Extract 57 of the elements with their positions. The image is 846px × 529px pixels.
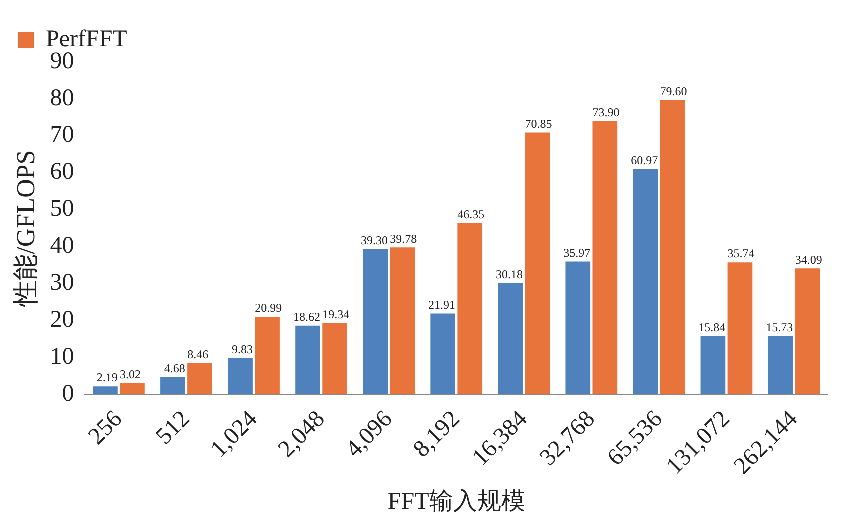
y-tick-label: 10 [50, 344, 74, 370]
data-label: 35.74 [728, 246, 755, 261]
bar [592, 122, 618, 395]
bar [525, 132, 550, 395]
x-tick-label: 256 [84, 406, 128, 450]
data-label: 15.84 [698, 320, 726, 334]
data-label: 39.30 [360, 234, 388, 248]
bar [296, 326, 320, 395]
bar [363, 249, 388, 395]
y-tick-label: 70 [50, 122, 74, 148]
data-label: 20.99 [255, 301, 282, 316]
data-label: 19.34 [322, 307, 350, 322]
data-label: 46.35 [458, 208, 485, 222]
data-label: 9.83 [232, 342, 253, 356]
data-label: 4.68 [164, 362, 186, 376]
bar [93, 386, 118, 395]
bar [768, 336, 794, 395]
bar [228, 358, 253, 395]
bar [160, 377, 186, 395]
bar [728, 262, 753, 395]
data-label: 34.09 [795, 252, 822, 267]
data-label: 21.91 [428, 298, 456, 312]
bar [633, 169, 658, 395]
y-tick-label: 80 [50, 85, 74, 112]
data-label: 18.62 [293, 310, 320, 324]
bar [566, 262, 591, 395]
data-label: 35.97 [564, 246, 591, 260]
bar [322, 323, 348, 395]
data-label: 2.19 [96, 370, 118, 385]
y-tick-label: 60 [50, 159, 74, 186]
bar [430, 314, 456, 395]
bar [660, 100, 686, 395]
data-label: 30.18 [496, 267, 524, 282]
bar [120, 384, 145, 395]
y-tick-label: 50 [50, 196, 74, 222]
bar [795, 268, 820, 395]
bar [498, 283, 524, 395]
bar [188, 363, 212, 395]
y-tick-label: 40 [50, 233, 74, 260]
bar [458, 223, 483, 395]
data-label: 15.73 [766, 320, 794, 335]
data-label: 73.90 [592, 106, 620, 120]
x-tick-label: 512 [151, 406, 196, 450]
data-label: 79.60 [660, 84, 688, 99]
y-axis-title: 性能/GFLOPS [11, 150, 40, 308]
data-label: 3.02 [120, 368, 142, 382]
data-label: 60.97 [631, 153, 658, 168]
y-tick-label: 0 [62, 380, 74, 407]
data-label: 39.78 [390, 232, 418, 246]
bar [255, 317, 280, 395]
y-tick-label: 30 [50, 270, 74, 296]
x-axis-title: FFT输入规模 [388, 488, 526, 515]
data-label: 70.85 [525, 116, 552, 131]
bar [390, 248, 416, 395]
y-tick-label: 20 [50, 307, 74, 334]
bar [700, 336, 726, 395]
data-label: 8.46 [188, 348, 209, 362]
